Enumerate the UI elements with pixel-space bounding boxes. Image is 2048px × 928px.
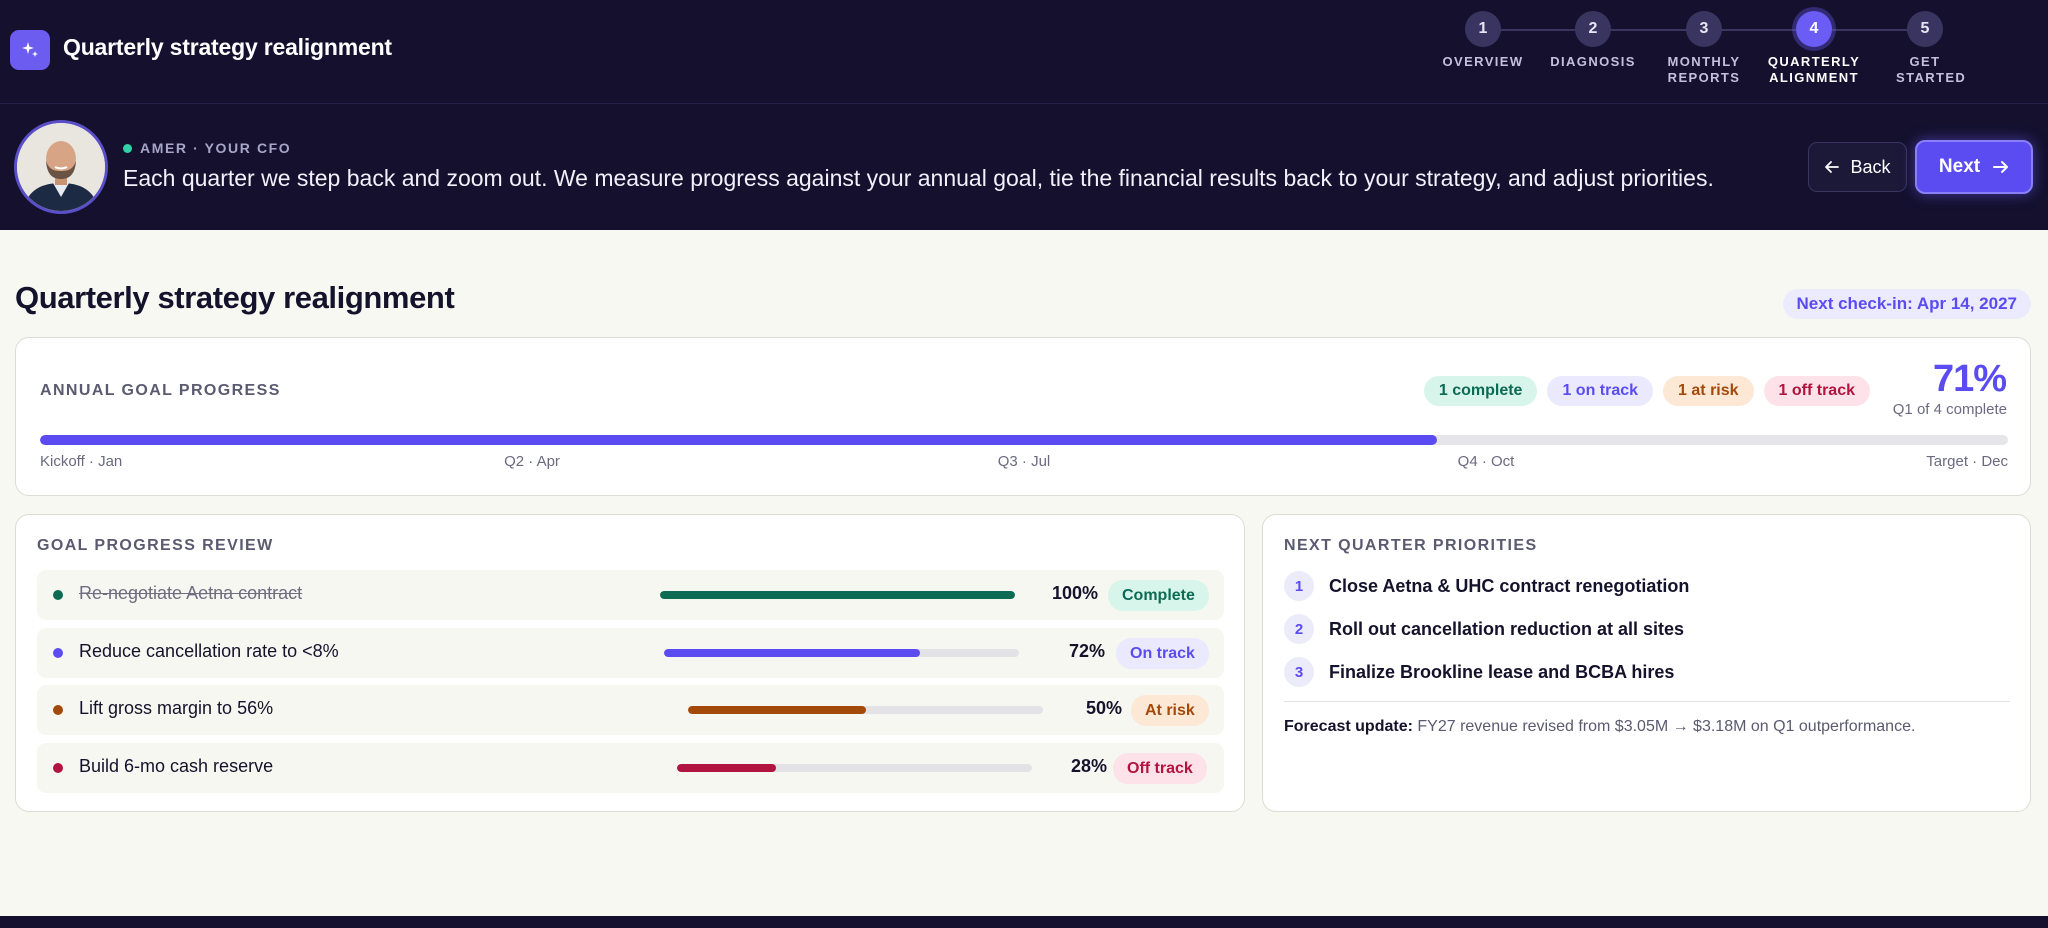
progress-stepper: 1 OVERVIEW 2 DIAGNOSIS 3 MONTHLY REPORTS… [1428, 11, 2048, 91]
status-badge: On track [1116, 638, 1209, 669]
priority-text: Roll out cancellation reduction at all s… [1329, 618, 1685, 639]
divider [1284, 701, 2010, 702]
step-label: DIAGNOSIS [1550, 54, 1636, 69]
goal-row[interactable]: Re-negotiate Aetna contract 100% Complet… [37, 570, 1224, 620]
goal-name: Build 6-mo cash reserve [79, 756, 274, 776]
goal-row[interactable]: Lift gross margin to 56% 50% At risk [37, 685, 1224, 735]
advisor-banner: AMER · YOUR CFO Each quarter we step bac… [0, 104, 2048, 230]
goal-percent: 28% [1070, 756, 1107, 776]
status-dot [53, 763, 63, 773]
app-title: Quarterly strategy realignment [63, 34, 392, 60]
annual-goal-card: ANNUAL GOAL PROGRESS 1 complete 1 on tra… [15, 337, 2031, 496]
step-label: GET STARTED [1896, 54, 1967, 85]
goal-progress-fill [660, 591, 1015, 599]
status-chips: 1 complete 1 on track 1 at risk 1 off tr… [1423, 376, 1870, 406]
goal-name: Lift gross margin to 56% [79, 698, 274, 718]
next-button-label: Next [1938, 156, 1981, 177]
arrow-right-icon [1993, 161, 2009, 173]
next-button[interactable]: Next [1915, 140, 2033, 194]
advisor-tag: AMER · YOUR CFO [123, 140, 291, 156]
status-dot [53, 705, 63, 715]
annual-goal-title: ANNUAL GOAL PROGRESS [40, 382, 281, 399]
priorities-title: NEXT QUARTER PRIORITIES [1284, 537, 1538, 554]
step-diagnosis[interactable]: 2 DIAGNOSIS [1538, 11, 1648, 70]
step-label: OVERVIEW [1442, 54, 1524, 69]
goal-progress-bar [664, 649, 1019, 657]
goal-review-title: GOAL PROGRESS REVIEW [37, 537, 274, 554]
priority-item: 1 Close Aetna & UHC contract renegotiati… [1284, 571, 1689, 601]
step-number: 2 [1575, 11, 1611, 47]
at-risk-chip: 1 at risk [1663, 376, 1754, 406]
top-bar: Quarterly strategy realignment 1 OVERVIE… [0, 0, 2048, 104]
milestone-q2: Q2 · Apr [504, 453, 560, 470]
goal-progress-bar [677, 764, 1032, 772]
status-badge: At risk [1131, 695, 1209, 726]
milestone-labels: Kickoff · Jan Q2 · Apr Q3 · Jul Q4 · Oct… [40, 453, 2008, 473]
footer-bar [0, 916, 2048, 928]
goal-name: Reduce cancellation rate to <8% [79, 641, 339, 661]
on-track-chip: 1 on track [1547, 376, 1654, 406]
milestone-q3: Q3 · Jul [997, 453, 1051, 470]
goal-name: Re-negotiate Aetna contract [79, 583, 303, 603]
priority-item: 3 Finalize Brookline lease and BCBA hire… [1284, 657, 1674, 687]
step-number: 5 [1907, 11, 1943, 47]
off-track-chip: 1 off track [1763, 376, 1870, 406]
annual-percent: 71% [1932, 358, 2007, 400]
goal-review-card: GOAL PROGRESS REVIEW Re-negotiate Aetna … [15, 514, 1245, 812]
priority-number: 2 [1284, 614, 1314, 644]
status-dot [53, 590, 63, 600]
step-monthly-reports[interactable]: 3 MONTHLY REPORTS [1649, 11, 1759, 86]
goal-progress-fill [664, 649, 920, 657]
next-checkin-badge: Next check-in: Apr 14, 2027 [1782, 289, 2031, 319]
status-badge: Complete [1108, 580, 1209, 611]
back-button[interactable]: Back [1808, 142, 1907, 192]
step-number: 1 [1465, 11, 1501, 47]
forecast-update: Forecast update: FY27 revenue revised fr… [1284, 718, 1915, 736]
arrow-left-icon [1825, 161, 1840, 173]
online-status-dot [123, 143, 132, 153]
status-dot [53, 648, 63, 658]
back-button-label: Back [1850, 156, 1891, 177]
advisor-name: AMER · YOUR CFO [140, 140, 292, 156]
goal-progress-fill [677, 764, 777, 772]
goal-progress-bar [660, 591, 1015, 599]
milestone-target: Target · Dec [1926, 453, 2008, 470]
goal-percent: 72% [1068, 641, 1105, 661]
forecast-text: FY27 revenue revised from $3.05M → $3.18… [1417, 718, 1916, 735]
step-quarterly-alignment[interactable]: 4 QUARTERLY ALIGNMENT [1759, 11, 1869, 86]
page-title: Quarterly strategy realignment [15, 280, 455, 315]
step-number: 4 [1796, 11, 1832, 47]
priorities-card: NEXT QUARTER PRIORITIES 1 Close Aetna & … [1262, 514, 2031, 812]
advisor-message: Each quarter we step back and zoom out. … [123, 165, 1714, 191]
annual-progress-fill [40, 435, 1438, 445]
priority-text: Finalize Brookline lease and BCBA hires [1329, 661, 1675, 682]
step-get-started[interactable]: 5 GET STARTED [1870, 11, 1980, 86]
status-badge: Off track [1113, 753, 1207, 784]
step-label: MONTHLY REPORTS [1667, 54, 1741, 85]
step-label: QUARTERLY ALIGNMENT [1767, 54, 1861, 85]
milestone-kickoff: Kickoff · Jan [40, 453, 123, 470]
goal-percent: 100% [1051, 583, 1098, 603]
step-overview[interactable]: 1 OVERVIEW [1428, 11, 1538, 70]
goal-row[interactable]: Reduce cancellation rate to <8% 72% On t… [37, 628, 1224, 678]
priority-number: 3 [1284, 657, 1314, 687]
annual-progress-bar [40, 435, 2008, 445]
goal-row[interactable]: Build 6-mo cash reserve 28% Off track [37, 743, 1224, 793]
avatar [14, 120, 108, 214]
goal-progress-fill [688, 706, 866, 714]
goal-progress-bar [688, 706, 1043, 714]
sparkle-icon [10, 30, 50, 70]
goal-percent: 50% [1085, 698, 1122, 718]
step-number: 3 [1686, 11, 1722, 47]
priority-item: 2 Roll out cancellation reduction at all… [1284, 614, 1684, 644]
priority-number: 1 [1284, 571, 1314, 601]
complete-chip: 1 complete [1423, 376, 1538, 406]
priority-text: Close Aetna & UHC contract renegotiation [1329, 575, 1690, 596]
milestone-q4: Q4 · Oct [1457, 453, 1515, 470]
forecast-label: Forecast update: [1284, 718, 1413, 735]
quarter-status: Q1 of 4 complete [1892, 401, 2007, 418]
